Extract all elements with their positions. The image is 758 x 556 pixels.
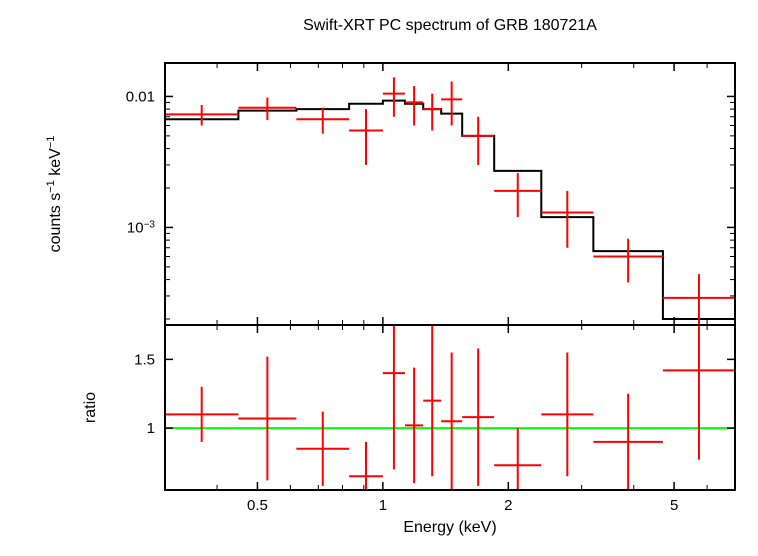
y-tick-label: 1 [147,420,155,437]
x-axis-label: Energy (keV) [403,519,496,536]
y-tick-label: 10−3 [127,219,156,237]
top-frame [165,63,735,325]
model-curve [165,101,735,319]
x-tick-label: 0.5 [247,497,268,514]
x-tick-label: 5 [670,497,678,514]
bottom-frame [165,325,735,490]
spectrum-chart: Swift-XRT PC spectrum of GRB 180721A 0.5 1… [0,0,758,556]
y-axis-label-top: counts s−1 keV−1 [45,136,64,253]
y-axis-label-bottom: ratio [82,392,99,423]
y-tick-label: 1.5 [134,351,155,368]
chart-container: Swift-XRT PC spectrum of GRB 180721A 0.5 1… [0,0,758,556]
y-tick-label: 0.01 [126,88,155,105]
x-tick-label: 1 [379,497,387,514]
spectrum-panel [165,77,735,339]
ratio-panel [165,277,735,511]
x-tick-label: 2 [504,497,512,514]
chart-title: Swift-XRT PC spectrum of GRB 180721A [303,17,597,34]
